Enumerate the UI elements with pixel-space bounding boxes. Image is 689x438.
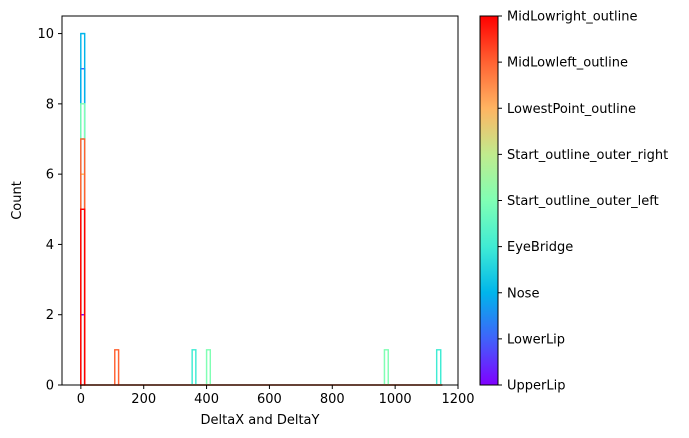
y-tick-label: 6: [46, 168, 54, 183]
x-tick-label: 200: [131, 392, 156, 407]
y-tick-label: 2: [46, 308, 54, 323]
colorbar: UpperLip LowerLip Nose EyeBridge Start_outli…: [479, 10, 668, 394]
plot-area: [80, 32, 443, 386]
series-MidLowleft_outline: [80, 138, 443, 386]
series-Start_outline_outer_left: [80, 103, 443, 386]
histogram-bar: [114, 349, 120, 386]
y-tick-label: 10: [37, 27, 54, 42]
colorbar-gradient: [479, 15, 499, 386]
series-outline: [80, 68, 443, 386]
histogram-bar: [191, 349, 197, 386]
histogram-bar: [383, 349, 389, 386]
series-outline: [80, 32, 443, 386]
y-tick-label: 0: [46, 379, 54, 394]
colorbar-label: Start_outline_outer_left: [507, 194, 659, 209]
histogram-bar: [435, 349, 442, 386]
colorbar-label: Nose: [507, 286, 539, 301]
colorbar-label: UpperLip: [507, 379, 565, 394]
y-axis-label: Count: [10, 181, 25, 220]
colorbar-label: Start_outline_outer_right: [507, 148, 668, 163]
x-tick-label: 1200: [441, 392, 474, 407]
colorbar-label: LowerLip: [507, 332, 565, 347]
y-tick-label: 4: [46, 238, 54, 253]
x-tick-label: 800: [320, 392, 345, 407]
colorbar-label: EyeBridge: [507, 240, 573, 255]
x-axis: 0 200 400 600 800 1000 1200: [77, 385, 475, 407]
series-Nose: [80, 32, 443, 386]
plot-frame: [61, 15, 459, 386]
histogram-bar: [80, 208, 86, 386]
series-outline: [80, 138, 443, 386]
y-axis: 0 2 4 6 8 10: [37, 27, 62, 394]
colorbar-label: MidLowleft_outline: [507, 56, 628, 71]
series-outline: [80, 138, 443, 386]
histogram-bar: [205, 349, 211, 386]
x-tick-label: 1000: [379, 392, 412, 407]
x-tick-label: 400: [194, 392, 219, 407]
series-EyeBridge: [80, 138, 443, 386]
series-LowerLip: [80, 68, 443, 386]
x-tick-label: 600: [257, 392, 282, 407]
y-tick-label: 8: [46, 97, 54, 112]
x-tick-label: 0: [77, 392, 85, 407]
series-outline: [80, 103, 443, 386]
x-axis-label: DeltaX and DeltaY: [201, 413, 320, 428]
colorbar-label: MidLowright_outline: [507, 10, 637, 25]
colorbar-label: LowestPoint_outline: [507, 102, 636, 117]
